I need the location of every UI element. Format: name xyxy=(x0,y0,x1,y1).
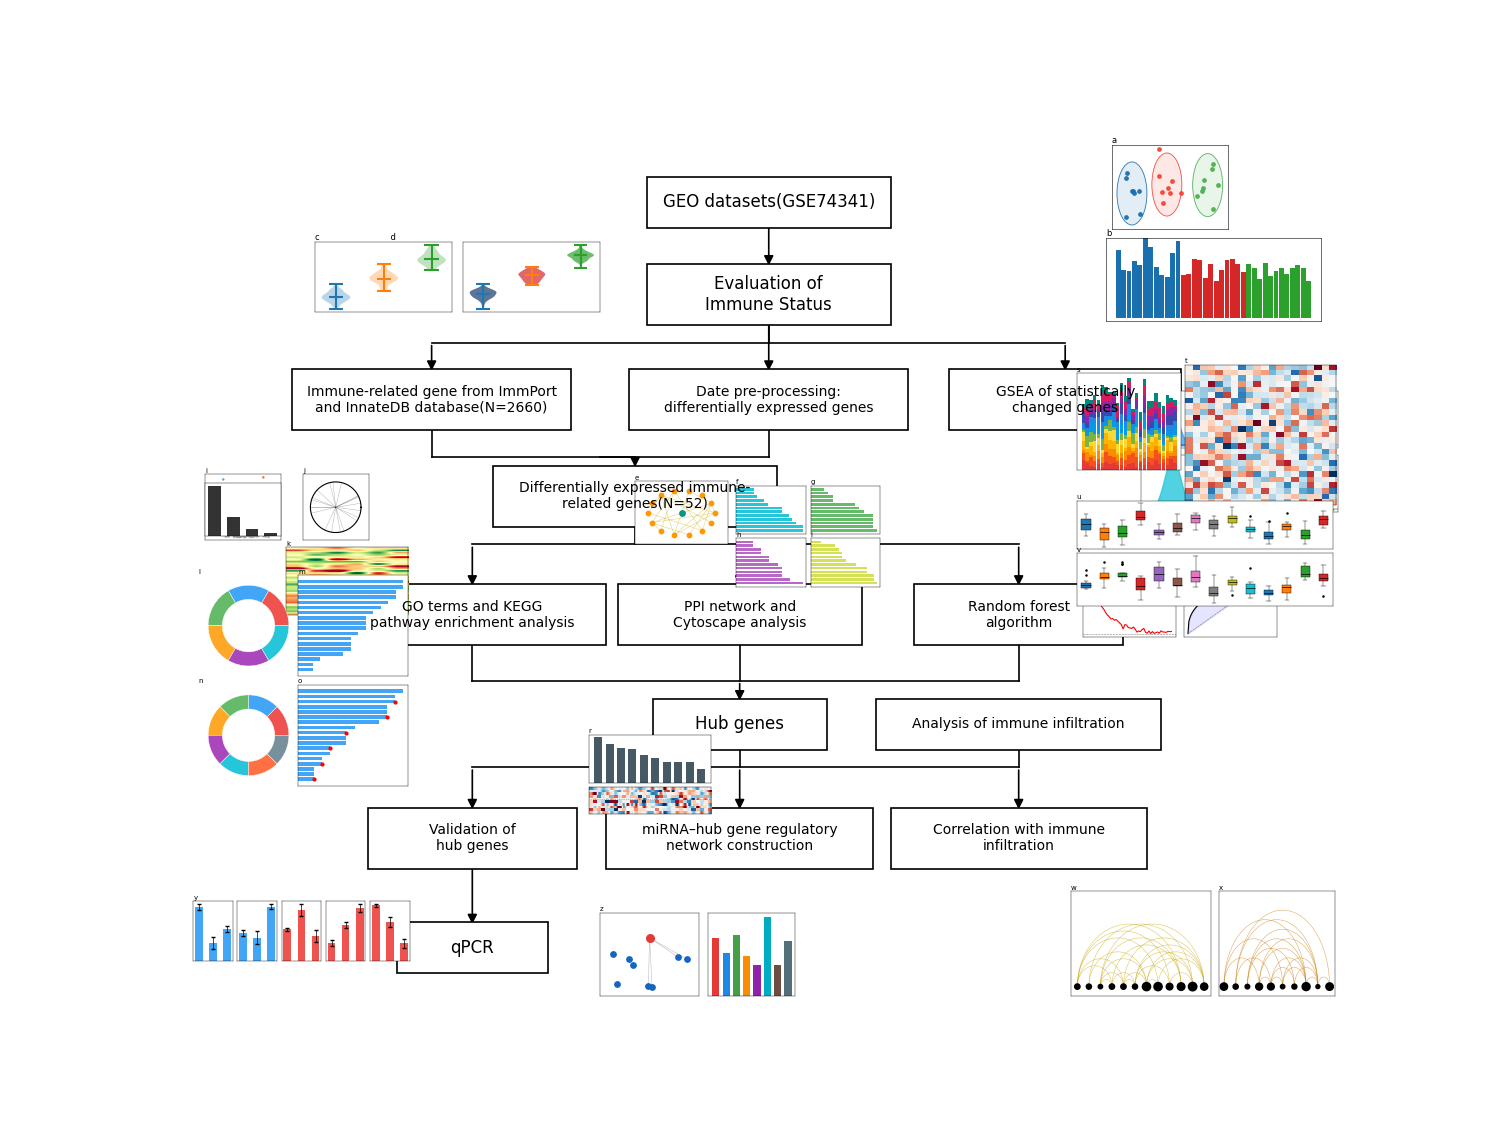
FancyBboxPatch shape xyxy=(618,584,861,646)
Text: Validation of
hub genes: Validation of hub genes xyxy=(429,823,516,853)
Text: Immune-related gene from ImmPort
and InnateDB database(N=2660): Immune-related gene from ImmPort and Inn… xyxy=(306,385,556,415)
FancyBboxPatch shape xyxy=(914,584,1124,646)
Text: Random forest
algorithm: Random forest algorithm xyxy=(968,599,1070,630)
FancyBboxPatch shape xyxy=(339,584,606,646)
FancyBboxPatch shape xyxy=(368,808,578,869)
FancyBboxPatch shape xyxy=(950,369,1182,431)
FancyBboxPatch shape xyxy=(646,264,891,326)
FancyBboxPatch shape xyxy=(396,923,548,974)
Text: Evaluation of
Immune Status: Evaluation of Immune Status xyxy=(705,276,833,314)
Text: Date pre-processing:
differentially expressed genes: Date pre-processing: differentially expr… xyxy=(664,385,873,415)
FancyBboxPatch shape xyxy=(492,466,777,527)
Text: GEO datasets(GSE74341): GEO datasets(GSE74341) xyxy=(663,194,874,212)
FancyBboxPatch shape xyxy=(876,699,1161,749)
Text: Hub genes: Hub genes xyxy=(694,715,784,734)
FancyBboxPatch shape xyxy=(630,369,908,431)
Text: Analysis of immune infiltration: Analysis of immune infiltration xyxy=(912,718,1125,731)
Text: GO terms and KEGG
pathway enrichment analysis: GO terms and KEGG pathway enrichment ana… xyxy=(370,599,574,630)
FancyBboxPatch shape xyxy=(646,177,891,228)
Text: qPCR: qPCR xyxy=(450,939,494,957)
FancyBboxPatch shape xyxy=(292,369,572,431)
Text: Differentially expressed immune-
related genes(N=52): Differentially expressed immune- related… xyxy=(519,481,750,511)
Text: miRNA–hub gene regulatory
network construction: miRNA–hub gene regulatory network constr… xyxy=(642,823,837,853)
Text: PPI network and
Cytoscape analysis: PPI network and Cytoscape analysis xyxy=(674,599,807,630)
Text: GSEA of statistically
changed genes: GSEA of statistically changed genes xyxy=(996,385,1136,415)
Text: Correlation with immune
infiltration: Correlation with immune infiltration xyxy=(933,823,1104,853)
FancyBboxPatch shape xyxy=(891,808,1146,869)
FancyBboxPatch shape xyxy=(606,808,873,869)
FancyBboxPatch shape xyxy=(652,699,827,749)
